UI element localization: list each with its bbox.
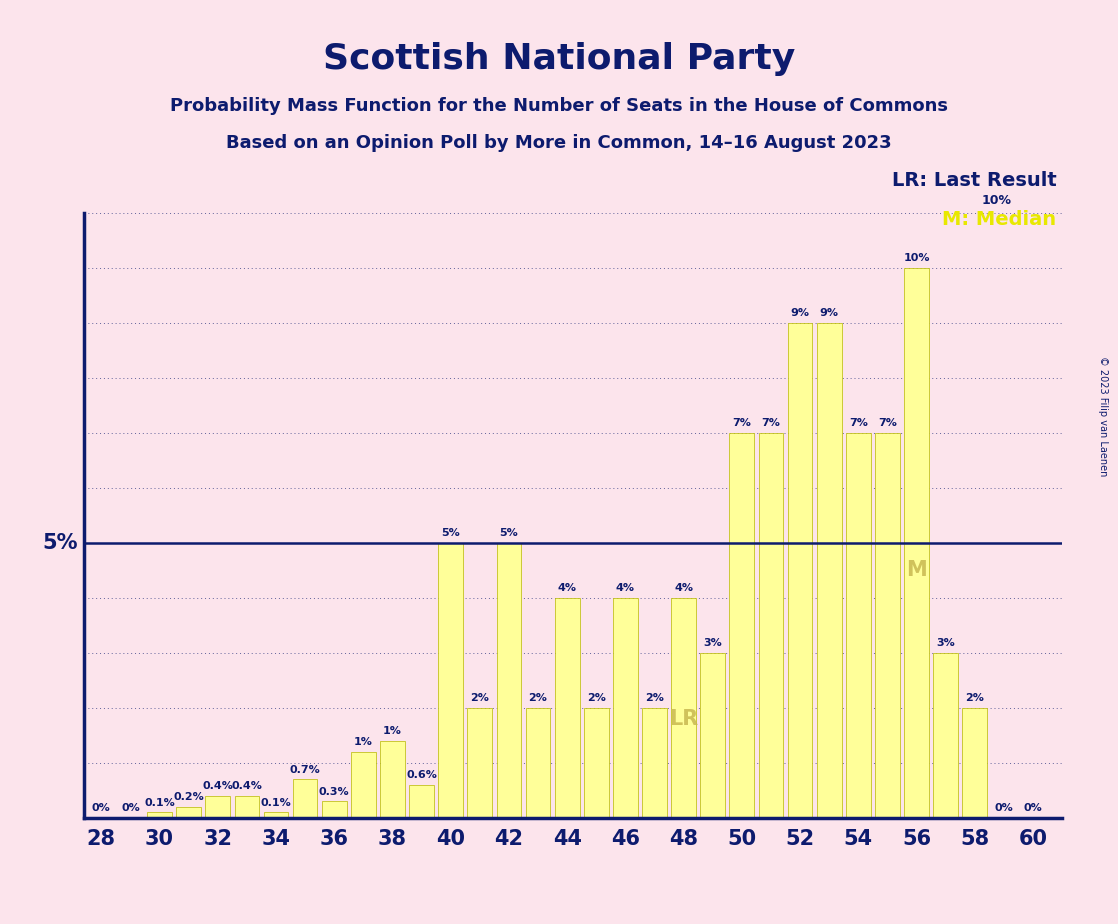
Bar — [729, 432, 755, 818]
Bar — [934, 652, 958, 818]
Bar — [788, 322, 813, 818]
Text: 2%: 2% — [471, 693, 490, 703]
Text: 0.6%: 0.6% — [406, 771, 437, 781]
Text: © 2023 Filip van Laenen: © 2023 Filip van Laenen — [1099, 356, 1108, 476]
Bar — [817, 322, 842, 818]
Text: 10%: 10% — [903, 253, 930, 263]
Bar — [351, 752, 376, 818]
Text: M: M — [907, 560, 927, 580]
Text: 2%: 2% — [529, 693, 548, 703]
Text: Scottish National Party: Scottish National Party — [323, 42, 795, 76]
Text: 5%: 5% — [442, 529, 461, 539]
Text: 0%: 0% — [121, 803, 140, 813]
Bar — [904, 268, 929, 818]
Bar — [875, 432, 900, 818]
Text: M: Median: M: Median — [942, 210, 1057, 229]
Bar — [671, 598, 697, 818]
Text: 4%: 4% — [674, 583, 693, 593]
Bar — [496, 542, 521, 818]
Bar — [584, 708, 608, 818]
Bar — [206, 796, 230, 818]
Text: 2%: 2% — [645, 693, 664, 703]
Text: 0%: 0% — [1024, 803, 1042, 813]
Bar — [438, 542, 463, 818]
Text: 4%: 4% — [558, 583, 577, 593]
Bar — [293, 779, 318, 818]
Bar — [700, 652, 726, 818]
Text: 3%: 3% — [703, 638, 722, 649]
Text: 0.3%: 0.3% — [319, 787, 350, 796]
Text: 7%: 7% — [849, 419, 868, 428]
Bar — [759, 432, 784, 818]
Bar — [963, 708, 987, 818]
Text: 9%: 9% — [790, 309, 809, 318]
Text: 2%: 2% — [587, 693, 606, 703]
Bar — [467, 708, 492, 818]
Text: 2%: 2% — [965, 693, 984, 703]
Text: 1%: 1% — [383, 726, 401, 736]
Text: 7%: 7% — [878, 419, 897, 428]
Text: 3%: 3% — [936, 638, 955, 649]
Text: 0.1%: 0.1% — [260, 797, 292, 808]
Bar — [380, 741, 405, 818]
Text: Based on an Opinion Poll by More in Common, 14–16 August 2023: Based on an Opinion Poll by More in Comm… — [226, 134, 892, 152]
Bar — [525, 708, 550, 818]
Bar — [613, 598, 637, 818]
Bar — [846, 432, 871, 818]
Text: 4%: 4% — [616, 583, 635, 593]
Text: 7%: 7% — [761, 419, 780, 428]
Text: 10%: 10% — [982, 194, 1012, 207]
Text: 0.4%: 0.4% — [231, 782, 263, 791]
Text: 5%: 5% — [42, 532, 78, 553]
Text: 9%: 9% — [819, 309, 838, 318]
Text: 5%: 5% — [500, 529, 519, 539]
Text: 7%: 7% — [732, 419, 751, 428]
Bar — [555, 598, 579, 818]
Bar — [148, 812, 172, 818]
Text: LR: LR — [669, 709, 699, 729]
Bar — [177, 807, 201, 818]
Text: 0.7%: 0.7% — [290, 765, 321, 775]
Text: Probability Mass Function for the Number of Seats in the House of Commons: Probability Mass Function for the Number… — [170, 97, 948, 115]
Text: LR: Last Result: LR: Last Result — [892, 171, 1057, 190]
Text: 0%: 0% — [995, 803, 1013, 813]
Text: 0.2%: 0.2% — [173, 793, 205, 802]
Bar — [235, 796, 259, 818]
Bar — [642, 708, 666, 818]
Text: 0.4%: 0.4% — [202, 782, 234, 791]
Bar — [264, 812, 288, 818]
Bar — [409, 784, 434, 818]
Text: 0.1%: 0.1% — [144, 797, 174, 808]
Text: 0%: 0% — [92, 803, 111, 813]
Bar — [322, 801, 347, 818]
Text: 1%: 1% — [354, 737, 372, 748]
